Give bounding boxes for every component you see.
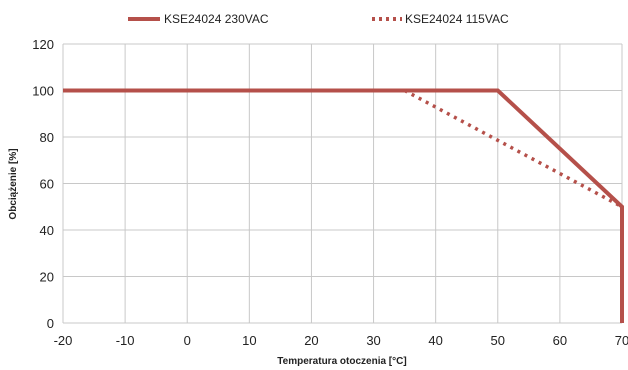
x-tick-label: -10	[116, 333, 135, 348]
y-tick-label: 20	[40, 270, 54, 285]
x-tick-labels: -20 -10 0 10 20 30 40 50 60 70	[54, 333, 628, 348]
legend-label-230vac: KSE24024 230VAC	[164, 12, 269, 26]
y-tick-label: 40	[40, 223, 54, 238]
x-tick-label: 50	[491, 333, 505, 348]
x-tick-label: 30	[366, 333, 380, 348]
series-line-115vac	[403, 88, 623, 209]
grid	[62, 43, 623, 324]
x-tick-label: 20	[304, 333, 318, 348]
x-tick-label: 0	[184, 333, 191, 348]
y-tick-label: 120	[32, 37, 54, 52]
legend: KSE24024 230VAC KSE24024 115VAC	[128, 12, 509, 26]
y-tick-label: 100	[32, 84, 54, 99]
legend-label-115vac: KSE24024 115VAC	[405, 12, 509, 26]
x-tick-label: 70	[615, 333, 628, 348]
y-tick-label: 80	[40, 130, 54, 145]
y-axis-title: Obciążenie [%]	[8, 148, 19, 219]
x-axis-title: Temperatura otoczenia [°C]	[277, 356, 406, 367]
series-lines	[63, 88, 624, 323]
y-tick-labels: 0 20 40 60 80 100 120	[32, 37, 54, 331]
series-line-230vac	[63, 88, 624, 323]
x-tick-label: -20	[54, 333, 73, 348]
x-tick-label: 40	[428, 333, 442, 348]
y-tick-label: 0	[47, 316, 54, 331]
x-tick-label: 10	[242, 333, 256, 348]
x-tick-label: 60	[553, 333, 567, 348]
y-tick-label: 60	[40, 177, 54, 192]
